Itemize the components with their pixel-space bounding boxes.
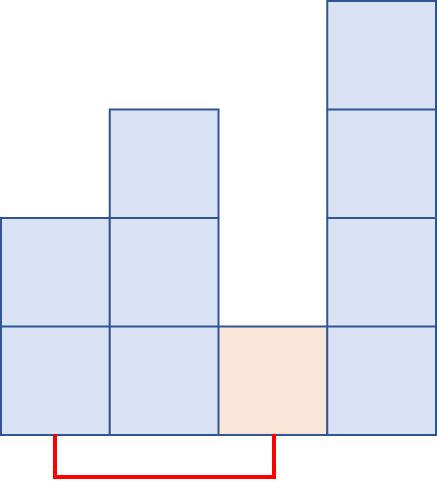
block-cell	[0, 217, 111, 328]
span-bracket	[53, 434, 276, 479]
block-cell	[326, 108, 437, 219]
highlighted-block	[217, 325, 329, 436]
block-cell	[108, 217, 220, 328]
block-cell	[326, 325, 437, 436]
block-cell	[108, 325, 220, 436]
block-cell	[0, 325, 111, 436]
block-cell	[326, 217, 437, 328]
block-cell	[108, 108, 220, 219]
block-cell	[326, 0, 437, 111]
